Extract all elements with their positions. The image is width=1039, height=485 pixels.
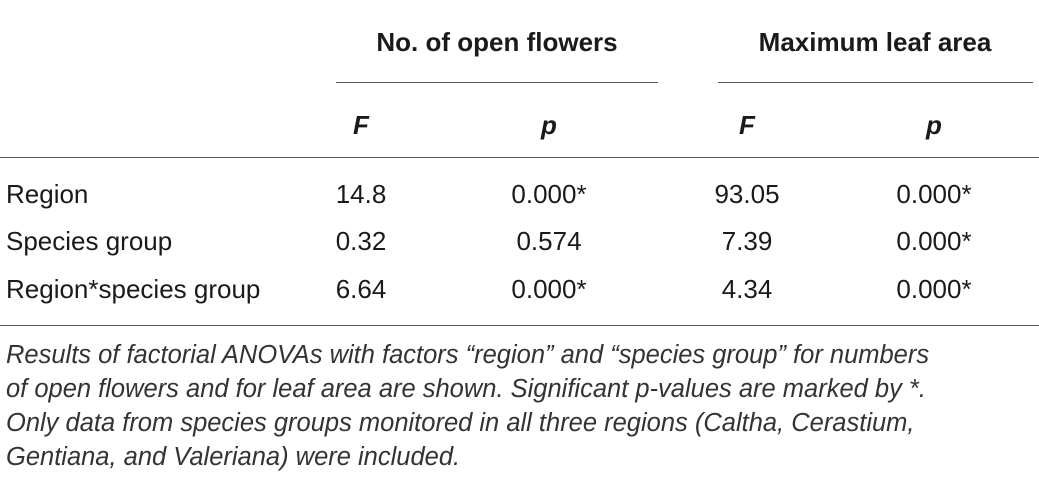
group-header-leaf-area: Maximum leaf area bbox=[758, 27, 992, 57]
table-cell: 0.32 bbox=[335, 226, 387, 256]
table-cell: 0.000* bbox=[896, 179, 972, 209]
subheader-p-leaf: p bbox=[926, 110, 942, 140]
table-cell: 14.8 bbox=[335, 179, 387, 209]
subheader-p-flowers: p bbox=[541, 110, 557, 140]
table-cell: 0.000* bbox=[896, 226, 972, 256]
subheader-f-leaf: F bbox=[739, 110, 755, 140]
table-cell: 7.39 bbox=[721, 226, 773, 256]
group-header-open-flowers: No. of open flowers bbox=[376, 27, 618, 57]
header-rule bbox=[0, 157, 1039, 158]
caption-line: Results of factorial ANOVAs with factors… bbox=[6, 341, 930, 369]
row-label: Region*species group bbox=[6, 274, 261, 304]
table-caption: Results of factorial ANOVAs with factors… bbox=[6, 338, 1034, 474]
table-cell: 0.574 bbox=[516, 226, 582, 256]
group-rule-open-flowers bbox=[336, 82, 658, 83]
table-cell: 0.000* bbox=[511, 179, 587, 209]
caption-line: of open flowers and for leaf area are sh… bbox=[6, 375, 926, 403]
caption-line: Gentiana, and Valeriana) were included. bbox=[6, 443, 461, 471]
table-cell: 93.05 bbox=[714, 179, 780, 209]
table-cell: 0.000* bbox=[896, 274, 972, 304]
group-rule-leaf-area bbox=[718, 82, 1033, 83]
row-label: Region bbox=[6, 179, 89, 209]
table-bottom-rule bbox=[0, 325, 1039, 326]
subheader-f-flowers: F bbox=[353, 110, 369, 140]
table-cell: 0.000* bbox=[511, 274, 587, 304]
caption-line: Only data from species groups monitored … bbox=[6, 409, 915, 437]
table-cell: 6.64 bbox=[335, 274, 387, 304]
row-label: Species group bbox=[6, 226, 173, 256]
table-cell: 4.34 bbox=[721, 274, 773, 304]
